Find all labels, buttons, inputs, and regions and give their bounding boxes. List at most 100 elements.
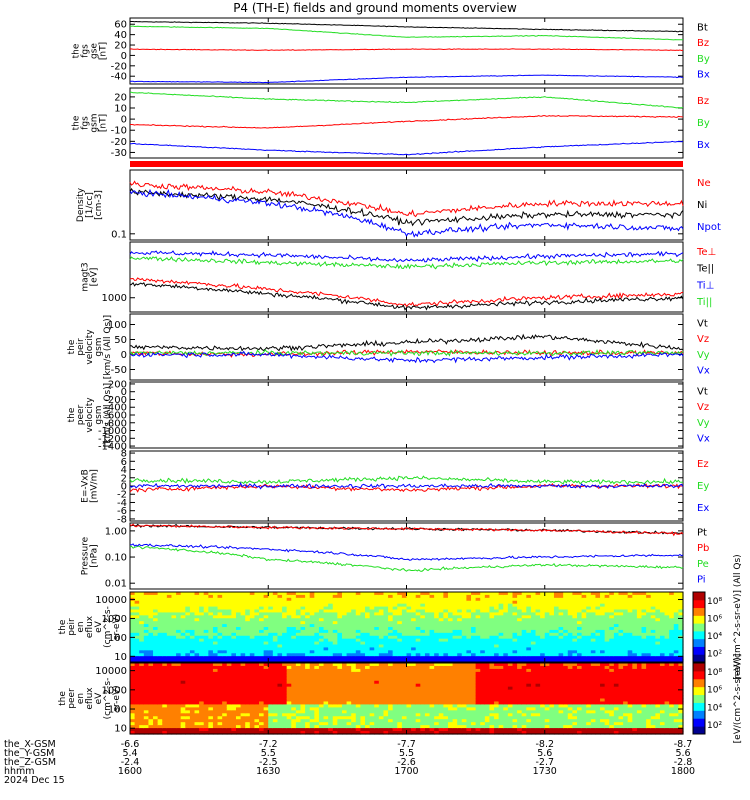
- heatmap-cell: [328, 713, 334, 717]
- heatmap-cell: [461, 710, 468, 714]
- heatmap-cell: [378, 653, 385, 657]
- heatmap-cell: [365, 689, 371, 694]
- heatmap-cell: [627, 621, 633, 625]
- heatmap-cell: [226, 603, 232, 608]
- heatmap-cell: [318, 680, 325, 685]
- heatmap-cell: [365, 594, 371, 599]
- heatmap-cell: [134, 689, 140, 694]
- heatmap-cell: [434, 594, 440, 599]
- heatmap-cell: [332, 650, 338, 654]
- heatmap-cell: [378, 698, 385, 703]
- heatmap-cell: [323, 600, 329, 605]
- heatmap-cell: [185, 695, 191, 700]
- heatmap-cell: [378, 731, 385, 735]
- heatmap-cell: [300, 698, 306, 703]
- heatmap-cell: [636, 653, 643, 657]
- heatmap-cell: [268, 725, 274, 729]
- heatmap-cell: [489, 627, 495, 631]
- heatmap-cell: [277, 656, 283, 660]
- heatmap-cell: [434, 689, 440, 694]
- heatmap-cell: [222, 621, 228, 625]
- heatmap-cell: [600, 644, 606, 649]
- heatmap-cell: [355, 612, 362, 616]
- heatmap-cell: [217, 683, 223, 688]
- heatmap-cell: [498, 624, 504, 628]
- heatmap-cell: [484, 647, 491, 651]
- heatmap-cell: [623, 650, 629, 654]
- heatmap-cell: [420, 695, 426, 700]
- heatmap-cell: [636, 612, 643, 616]
- heatmap-cell: [328, 692, 334, 697]
- heatmap-cell: [171, 692, 177, 697]
- heatmap-cell: [383, 600, 389, 605]
- heatmap-cell: [277, 597, 283, 602]
- heatmap-cell: [212, 653, 219, 657]
- heatmap-cell: [199, 594, 205, 599]
- heatmap-cell: [309, 689, 315, 694]
- heatmap-cell: [235, 701, 242, 706]
- heatmap-cell: [162, 653, 168, 657]
- heatmap-cell: [259, 624, 265, 628]
- heatmap-cell: [586, 650, 592, 654]
- heatmap-cell: [595, 603, 601, 608]
- heatmap-cell: [374, 680, 380, 685]
- heatmap-cell: [153, 710, 159, 714]
- heatmap-cell: [415, 621, 421, 625]
- heatmap-cell: [351, 728, 357, 732]
- y-axis-label: peir: [67, 618, 77, 636]
- heatmap-cell: [383, 704, 389, 708]
- heatmap-cell: [139, 621, 145, 625]
- heatmap-cell: [623, 638, 629, 643]
- heatmap-cell: [166, 635, 173, 640]
- heatmap-cell: [655, 609, 661, 614]
- heatmap-cell: [291, 677, 297, 682]
- heatmap-cell: [447, 698, 454, 703]
- heatmap-cell: [231, 671, 237, 676]
- heatmap-cell: [176, 612, 182, 616]
- heatmap-cell: [318, 647, 325, 651]
- heatmap-cell: [295, 597, 302, 602]
- y-tick-label: 0: [121, 51, 127, 62]
- heatmap-cell: [332, 689, 338, 694]
- heatmap-cell: [194, 600, 200, 605]
- heatmap-cell: [295, 629, 302, 634]
- heatmap-cell: [176, 719, 182, 723]
- heatmap-cell: [282, 635, 288, 640]
- heatmap-cell: [268, 701, 274, 706]
- heatmap-cell: [185, 689, 191, 694]
- heatmap-cell: [300, 644, 306, 649]
- heatmap-cell: [471, 594, 477, 599]
- heatmap-cell: [337, 716, 343, 720]
- legend-entry: Vy: [697, 418, 710, 429]
- heatmap-cell: [323, 686, 329, 691]
- heatmap-cell: [443, 686, 449, 691]
- heatmap-cell: [452, 600, 458, 605]
- heatmap-cell: [401, 731, 408, 735]
- heatmap-cell: [392, 632, 398, 637]
- heatmap-cell: [664, 650, 670, 654]
- heatmap-cell: [295, 638, 302, 643]
- heatmap-cell: [157, 677, 163, 682]
- heatmap-cell: [452, 663, 458, 667]
- heatmap-cell: [494, 621, 500, 625]
- heatmap-cell: [406, 592, 412, 596]
- heatmap-cell: [424, 698, 431, 703]
- heatmap-cell: [189, 641, 196, 646]
- heatmap-cell: [549, 635, 555, 640]
- heatmap-cell: [646, 618, 652, 622]
- heatmap-cell: [669, 650, 675, 654]
- heatmap-cell: [282, 624, 288, 628]
- heatmap-cell: [328, 689, 334, 694]
- heatmap-cell: [406, 728, 412, 732]
- heatmap-cell: [558, 603, 564, 608]
- heatmap-cell: [494, 624, 500, 628]
- heatmap-cell: [369, 656, 375, 660]
- heatmap-cell: [153, 594, 159, 599]
- heatmap-cell: [535, 597, 541, 602]
- colorbar-segment: [693, 630, 705, 640]
- heatmap-cell: [438, 728, 444, 732]
- heatmap-cell: [328, 695, 334, 700]
- heatmap-cell: [397, 624, 403, 628]
- heatmap-cell: [180, 716, 186, 720]
- heatmap-cell: [351, 722, 357, 726]
